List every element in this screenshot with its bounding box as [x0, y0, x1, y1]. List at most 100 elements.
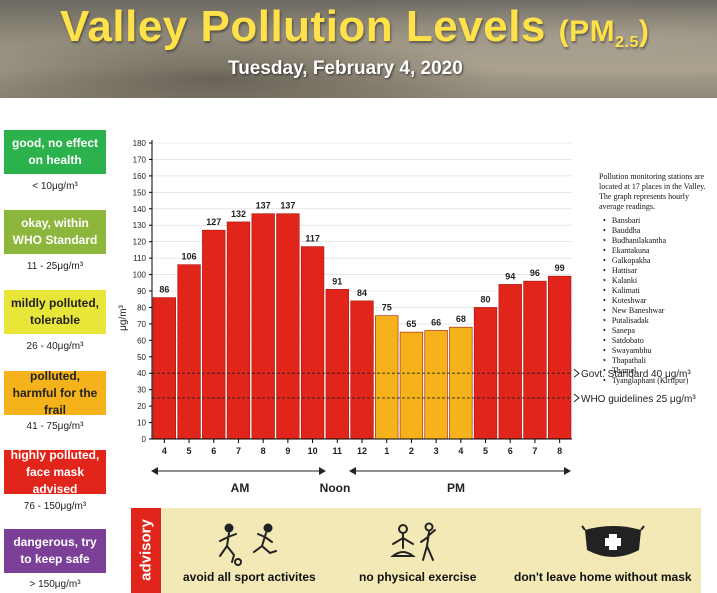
page-title: Valley Pollution Levels (PM2.5)	[60, 2, 649, 52]
y-tick-label: 160	[133, 172, 147, 181]
mask-icon	[581, 525, 645, 557]
bar-value-label: 106	[182, 252, 197, 262]
y-tick-label: 170	[133, 155, 147, 164]
bar	[350, 300, 374, 440]
bar-value-label: 132	[231, 209, 246, 219]
pm-left-arrow	[349, 467, 356, 475]
station-item: Bauddha	[603, 226, 709, 236]
title-pm-subscript: 2.5	[615, 34, 639, 51]
y-tick-label: 90	[137, 287, 146, 296]
x-tick-label: 5	[483, 446, 488, 456]
date-label: Tuesday, February 4, 2020	[228, 58, 463, 79]
x-tick-label: 8	[261, 446, 266, 456]
x-tick-label: 8	[557, 446, 562, 456]
y-tick-label: 0	[142, 435, 147, 444]
x-tick-label: 3	[434, 446, 439, 456]
y-tick-label: 40	[137, 369, 146, 378]
bar	[523, 280, 547, 440]
advisory-tab: advisory	[131, 508, 161, 593]
y-axis-label: μg/m³	[118, 304, 129, 330]
x-tick-label: 7	[236, 446, 241, 456]
reference-arrow	[573, 393, 580, 403]
x-tick-label: 11	[333, 446, 343, 456]
legend-box-polluted: polluted, harmful for the frail	[4, 369, 106, 417]
title-pm-text: (PM	[558, 15, 616, 48]
bar	[300, 246, 325, 440]
am-right-arrow	[319, 467, 326, 475]
x-tick-label: 5	[187, 446, 192, 456]
legend-range-okay: 11 - 25μg/m³	[26, 261, 84, 272]
bar	[202, 229, 226, 440]
bar-value-label: 99	[555, 263, 565, 273]
bar-value-label: 94	[505, 271, 515, 281]
bar-value-label: 91	[332, 276, 342, 286]
station-item: Hattisar	[603, 266, 709, 276]
y-tick-label: 50	[137, 353, 146, 362]
bar-value-label: 137	[256, 201, 271, 211]
bar	[375, 315, 399, 440]
bar	[449, 326, 473, 440]
x-tick-label: 7	[532, 446, 537, 456]
legend-range-polluted: 41 - 75μg/m³	[26, 421, 84, 432]
station-intro: Pollution monitoring stations are locate…	[599, 172, 706, 211]
pm-right-arrow	[564, 467, 571, 475]
y-tick-label: 10	[137, 419, 146, 428]
pm-label: PM	[447, 481, 465, 495]
bar	[276, 213, 300, 440]
y-tick-label: 150	[133, 188, 147, 197]
am-label: AM	[231, 481, 250, 495]
legend-box-high: highly polluted, face mask advised	[4, 448, 106, 496]
chart-x-ticks: 4 5 6 7 8 9 10 11 12 1 2 3 4 5 6 7 8	[162, 439, 562, 456]
legend-range-high: 76 - 150μg/m³	[23, 501, 87, 512]
reference-arrow	[573, 368, 580, 378]
y-tick-label: 120	[133, 238, 147, 247]
station-item: Koteshwar	[603, 296, 709, 306]
legend-box-good: good, no effect on health	[4, 130, 106, 174]
title-text: Valley Pollution Levels	[60, 2, 546, 51]
advisory-sport-label: avoid all sport activites	[183, 570, 316, 584]
bar-value-label: 86	[159, 285, 169, 295]
legend-box-okay: okay, within WHO Standard	[4, 210, 106, 254]
bar	[177, 264, 201, 440]
station-item: Kalimati	[603, 286, 709, 296]
noon-label: Noon	[320, 481, 351, 495]
station-item: Sanepa	[603, 326, 709, 336]
y-tick-label: 140	[133, 205, 147, 214]
bar	[424, 330, 448, 440]
x-tick-label: 6	[508, 446, 513, 456]
bar-value-label: 96	[530, 268, 540, 278]
y-tick-label: 70	[137, 320, 146, 329]
y-tick-label: 80	[137, 303, 146, 312]
x-tick-label: 12	[357, 446, 367, 456]
sport-icon	[219, 523, 277, 566]
bar	[226, 221, 251, 440]
header-background	[0, 0, 717, 98]
bar	[325, 289, 349, 440]
station-items: BansbariBauddhaBudhanilakanthaEkantakuna…	[599, 216, 709, 386]
station-item: Bansbari	[603, 216, 709, 226]
station-item: Budhanilakantha	[603, 236, 709, 246]
y-tick-label: 20	[137, 402, 146, 411]
station-item: Ekantakuna	[603, 246, 709, 256]
station-item: New Baneshwar	[603, 306, 709, 316]
bar-value-label: 66	[431, 317, 441, 327]
bar-value-label: 84	[357, 288, 367, 298]
chart-bars	[152, 213, 572, 440]
station-item: Tyanglaphant (Kirtipur)	[603, 376, 709, 386]
x-tick-label: 9	[285, 446, 290, 456]
bar-value-label: 80	[481, 294, 491, 304]
station-item: Thamel	[603, 366, 709, 376]
bar	[498, 284, 522, 440]
advisory-panel: advisory avoid all sport activites no ph…	[131, 508, 701, 593]
station-item: Swayambhu	[603, 346, 709, 356]
station-item: Putalisadak	[603, 316, 709, 326]
station-item: Thapathali	[603, 356, 709, 366]
legend-box-dangerous: dangerous, try to keep safe	[4, 529, 106, 573]
y-tick-label: 110	[133, 254, 146, 263]
header-banner: Valley Pollution Levels (PM2.5) Tuesday,…	[0, 0, 717, 98]
chart-y-ticks: 0 10 20 30 40 50 60 70 80 90 100 110 120 130 140 150 160…	[133, 139, 152, 444]
legend-box-mild: mildly polluted, tolerable	[4, 290, 106, 334]
y-tick-label: 180	[133, 139, 147, 148]
station-item: Galkopakha	[603, 256, 709, 266]
